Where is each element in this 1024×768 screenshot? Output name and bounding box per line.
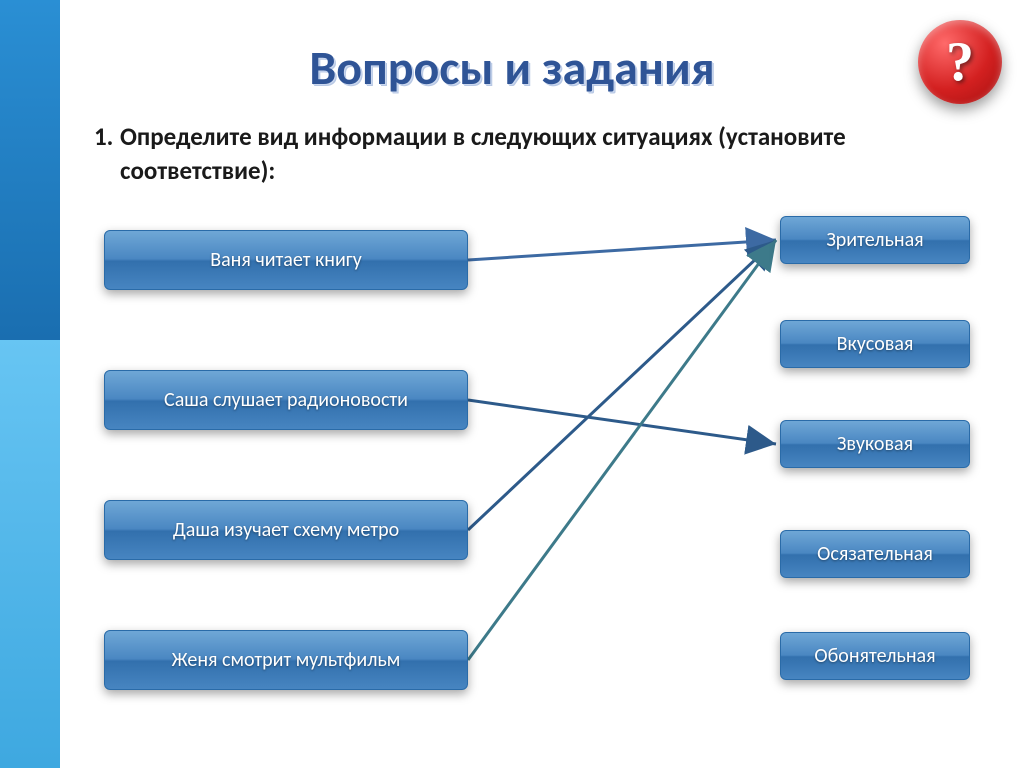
task-prompt: 1. Определите вид информации в следующих…: [120, 120, 880, 188]
sidebar-accent-bottom: [0, 340, 60, 768]
match-arrow: [468, 240, 776, 260]
match-arrow: [468, 240, 776, 660]
match-arrow: [468, 400, 776, 444]
situation-box[interactable]: Саша слушает радионовости: [104, 370, 468, 430]
question-mark-icon: ?: [946, 34, 974, 90]
situation-box[interactable]: Ваня читает книгу: [104, 230, 468, 290]
situation-box[interactable]: Даша изучает схему метро: [104, 500, 468, 560]
prompt-number: 1.: [94, 120, 113, 154]
category-box[interactable]: Обонятельная: [780, 632, 970, 680]
question-badge: ?: [918, 20, 1002, 104]
match-arrow: [468, 240, 776, 530]
category-box[interactable]: Звуковая: [780, 420, 970, 468]
prompt-text: Определите вид информации в следующих си…: [120, 121, 846, 186]
page-title: Вопросы и задания: [0, 38, 1024, 97]
category-box[interactable]: Зрительная: [780, 216, 970, 264]
category-box[interactable]: Вкусовая: [780, 320, 970, 368]
category-box[interactable]: Осязательная: [780, 530, 970, 578]
situation-box[interactable]: Женя смотрит мультфильм: [104, 630, 468, 690]
